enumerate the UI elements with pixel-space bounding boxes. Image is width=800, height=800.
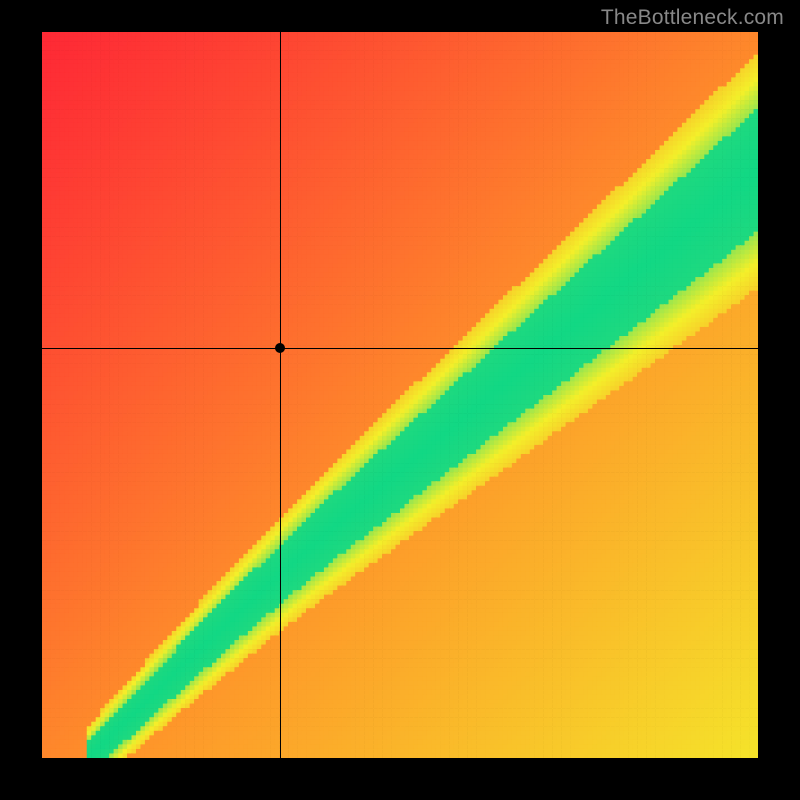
heatmap-canvas <box>42 32 758 758</box>
chart-container: { "watermark": { "text": "TheBottleneck.… <box>0 0 800 800</box>
crosshair-vertical <box>280 32 281 758</box>
watermark-text: TheBottleneck.com <box>601 6 784 30</box>
crosshair-horizontal <box>42 348 758 349</box>
heatmap-plot <box>42 32 758 758</box>
data-point-marker <box>275 343 285 353</box>
